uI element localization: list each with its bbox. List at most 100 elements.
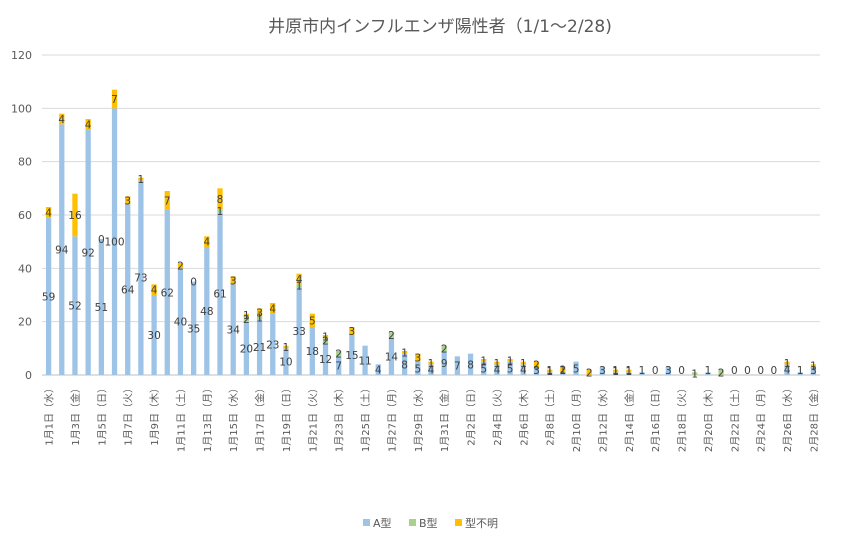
data-label: 0 bbox=[652, 365, 659, 377]
data-label: 1 bbox=[217, 206, 224, 218]
bar-segment bbox=[256, 308, 263, 317]
data-label: 4 bbox=[494, 365, 501, 377]
data-label: 8 bbox=[467, 359, 474, 371]
bar-segment bbox=[336, 351, 342, 357]
data-label: 2 bbox=[335, 349, 342, 361]
bar-segment bbox=[401, 351, 408, 354]
x-tick-label: 2月12日（水） bbox=[597, 383, 609, 452]
bar-segment bbox=[533, 361, 540, 367]
bar-segment bbox=[283, 348, 289, 375]
data-label: 0 bbox=[744, 365, 751, 377]
x-tick-label: 2月22日（土） bbox=[728, 383, 741, 452]
data-label: 4 bbox=[45, 207, 52, 219]
bar-segment bbox=[45, 217, 52, 375]
data-label: 11 bbox=[358, 355, 371, 367]
x-tick-label: 1月9日（木） bbox=[149, 383, 161, 446]
data-label: 2 bbox=[586, 367, 593, 379]
y-tick-label: 40 bbox=[18, 262, 32, 275]
data-label: 20 bbox=[240, 343, 253, 355]
legend-label: 型不明 bbox=[465, 516, 498, 530]
bar-segment bbox=[388, 337, 395, 375]
data-label: 1 bbox=[546, 365, 553, 377]
data-label: 73 bbox=[134, 273, 147, 285]
data-label: 1 bbox=[480, 355, 487, 367]
bar-segment bbox=[441, 345, 447, 351]
data-label: 10 bbox=[279, 357, 292, 369]
data-label: 8 bbox=[401, 359, 408, 371]
bar-segment bbox=[692, 372, 698, 375]
y-tick-label: 80 bbox=[18, 156, 32, 169]
data-label: 4 bbox=[151, 285, 158, 297]
bar-segment bbox=[138, 180, 144, 375]
data-label: 15 bbox=[345, 350, 358, 362]
x-tick-label: 2月10日（月） bbox=[571, 383, 583, 452]
data-label: 4 bbox=[85, 119, 92, 131]
bar-segment bbox=[85, 129, 91, 375]
data-label: 0 bbox=[771, 365, 778, 377]
data-label: 1 bbox=[494, 358, 501, 370]
bar-segment bbox=[59, 124, 65, 375]
data-label: 1 bbox=[560, 365, 567, 377]
data-label: 94 bbox=[55, 245, 69, 257]
bar-segment bbox=[283, 345, 289, 349]
data-label: 51 bbox=[95, 302, 108, 314]
bar-segment bbox=[164, 209, 170, 375]
data-label: 4 bbox=[375, 365, 382, 377]
legend-label: B型 bbox=[419, 516, 438, 530]
data-label: 2 bbox=[560, 365, 567, 377]
bar-segment bbox=[125, 196, 131, 205]
data-label: 18 bbox=[306, 346, 319, 358]
bar-segment bbox=[125, 204, 131, 375]
bar-segment bbox=[481, 359, 487, 362]
data-label: 1 bbox=[612, 365, 619, 377]
x-tick-label: 1月15日（水） bbox=[228, 383, 240, 452]
y-tick-label: 60 bbox=[18, 209, 32, 222]
y-tick-label: 20 bbox=[18, 316, 32, 329]
bar-segment bbox=[177, 263, 184, 269]
bar-segment bbox=[111, 108, 118, 375]
bar-segment bbox=[612, 369, 619, 373]
data-label: 2 bbox=[243, 314, 250, 326]
bar-segment bbox=[494, 364, 500, 375]
bar-segment bbox=[349, 335, 355, 375]
data-label: 64 bbox=[121, 285, 135, 297]
data-label: 1 bbox=[428, 358, 435, 370]
x-tick-label: 2月6日（木） bbox=[518, 383, 530, 446]
data-label: 1 bbox=[691, 369, 698, 381]
bar-segment bbox=[191, 281, 197, 375]
bar-segment bbox=[547, 369, 553, 373]
data-label: 3 bbox=[810, 365, 817, 377]
data-label: 52 bbox=[68, 301, 81, 313]
data-label: 3 bbox=[599, 365, 606, 377]
bar-segment bbox=[217, 188, 223, 210]
data-label: 7 bbox=[454, 361, 461, 373]
bar-segment bbox=[718, 369, 724, 375]
bar-segment bbox=[322, 337, 329, 343]
data-label: 1 bbox=[401, 347, 408, 359]
bar-segment bbox=[309, 313, 315, 327]
bar-segment bbox=[626, 372, 632, 375]
bar-segment bbox=[230, 276, 236, 285]
bar-segment bbox=[243, 321, 250, 375]
y-tick-label: 120 bbox=[11, 49, 32, 62]
bar-segment bbox=[151, 284, 157, 295]
x-tick-label: 1月31日（金） bbox=[438, 383, 451, 452]
data-label: 61 bbox=[213, 289, 226, 301]
x-tick-label: 2月2日（日） bbox=[466, 383, 478, 446]
bar-segment bbox=[494, 361, 500, 365]
bar-segment bbox=[85, 119, 91, 130]
data-label: 5 bbox=[414, 363, 421, 375]
x-tick-label: 1月5日（日） bbox=[96, 383, 108, 446]
bar-segment bbox=[401, 353, 408, 375]
x-tick-label: 2月14日（金） bbox=[623, 383, 636, 452]
x-tick-label: 1月25日（土） bbox=[359, 383, 372, 452]
data-label: 2 bbox=[322, 335, 329, 347]
chart-title: 井原市内インフルエンザ陽性者（1/1～2/28) bbox=[268, 17, 612, 37]
data-label: 1 bbox=[243, 310, 250, 322]
data-label: 1 bbox=[797, 365, 804, 377]
bar-segment bbox=[349, 327, 355, 335]
x-tick-label: 1月11日（土） bbox=[174, 383, 187, 452]
data-label: 7 bbox=[111, 94, 118, 106]
bar-segment bbox=[111, 89, 118, 109]
